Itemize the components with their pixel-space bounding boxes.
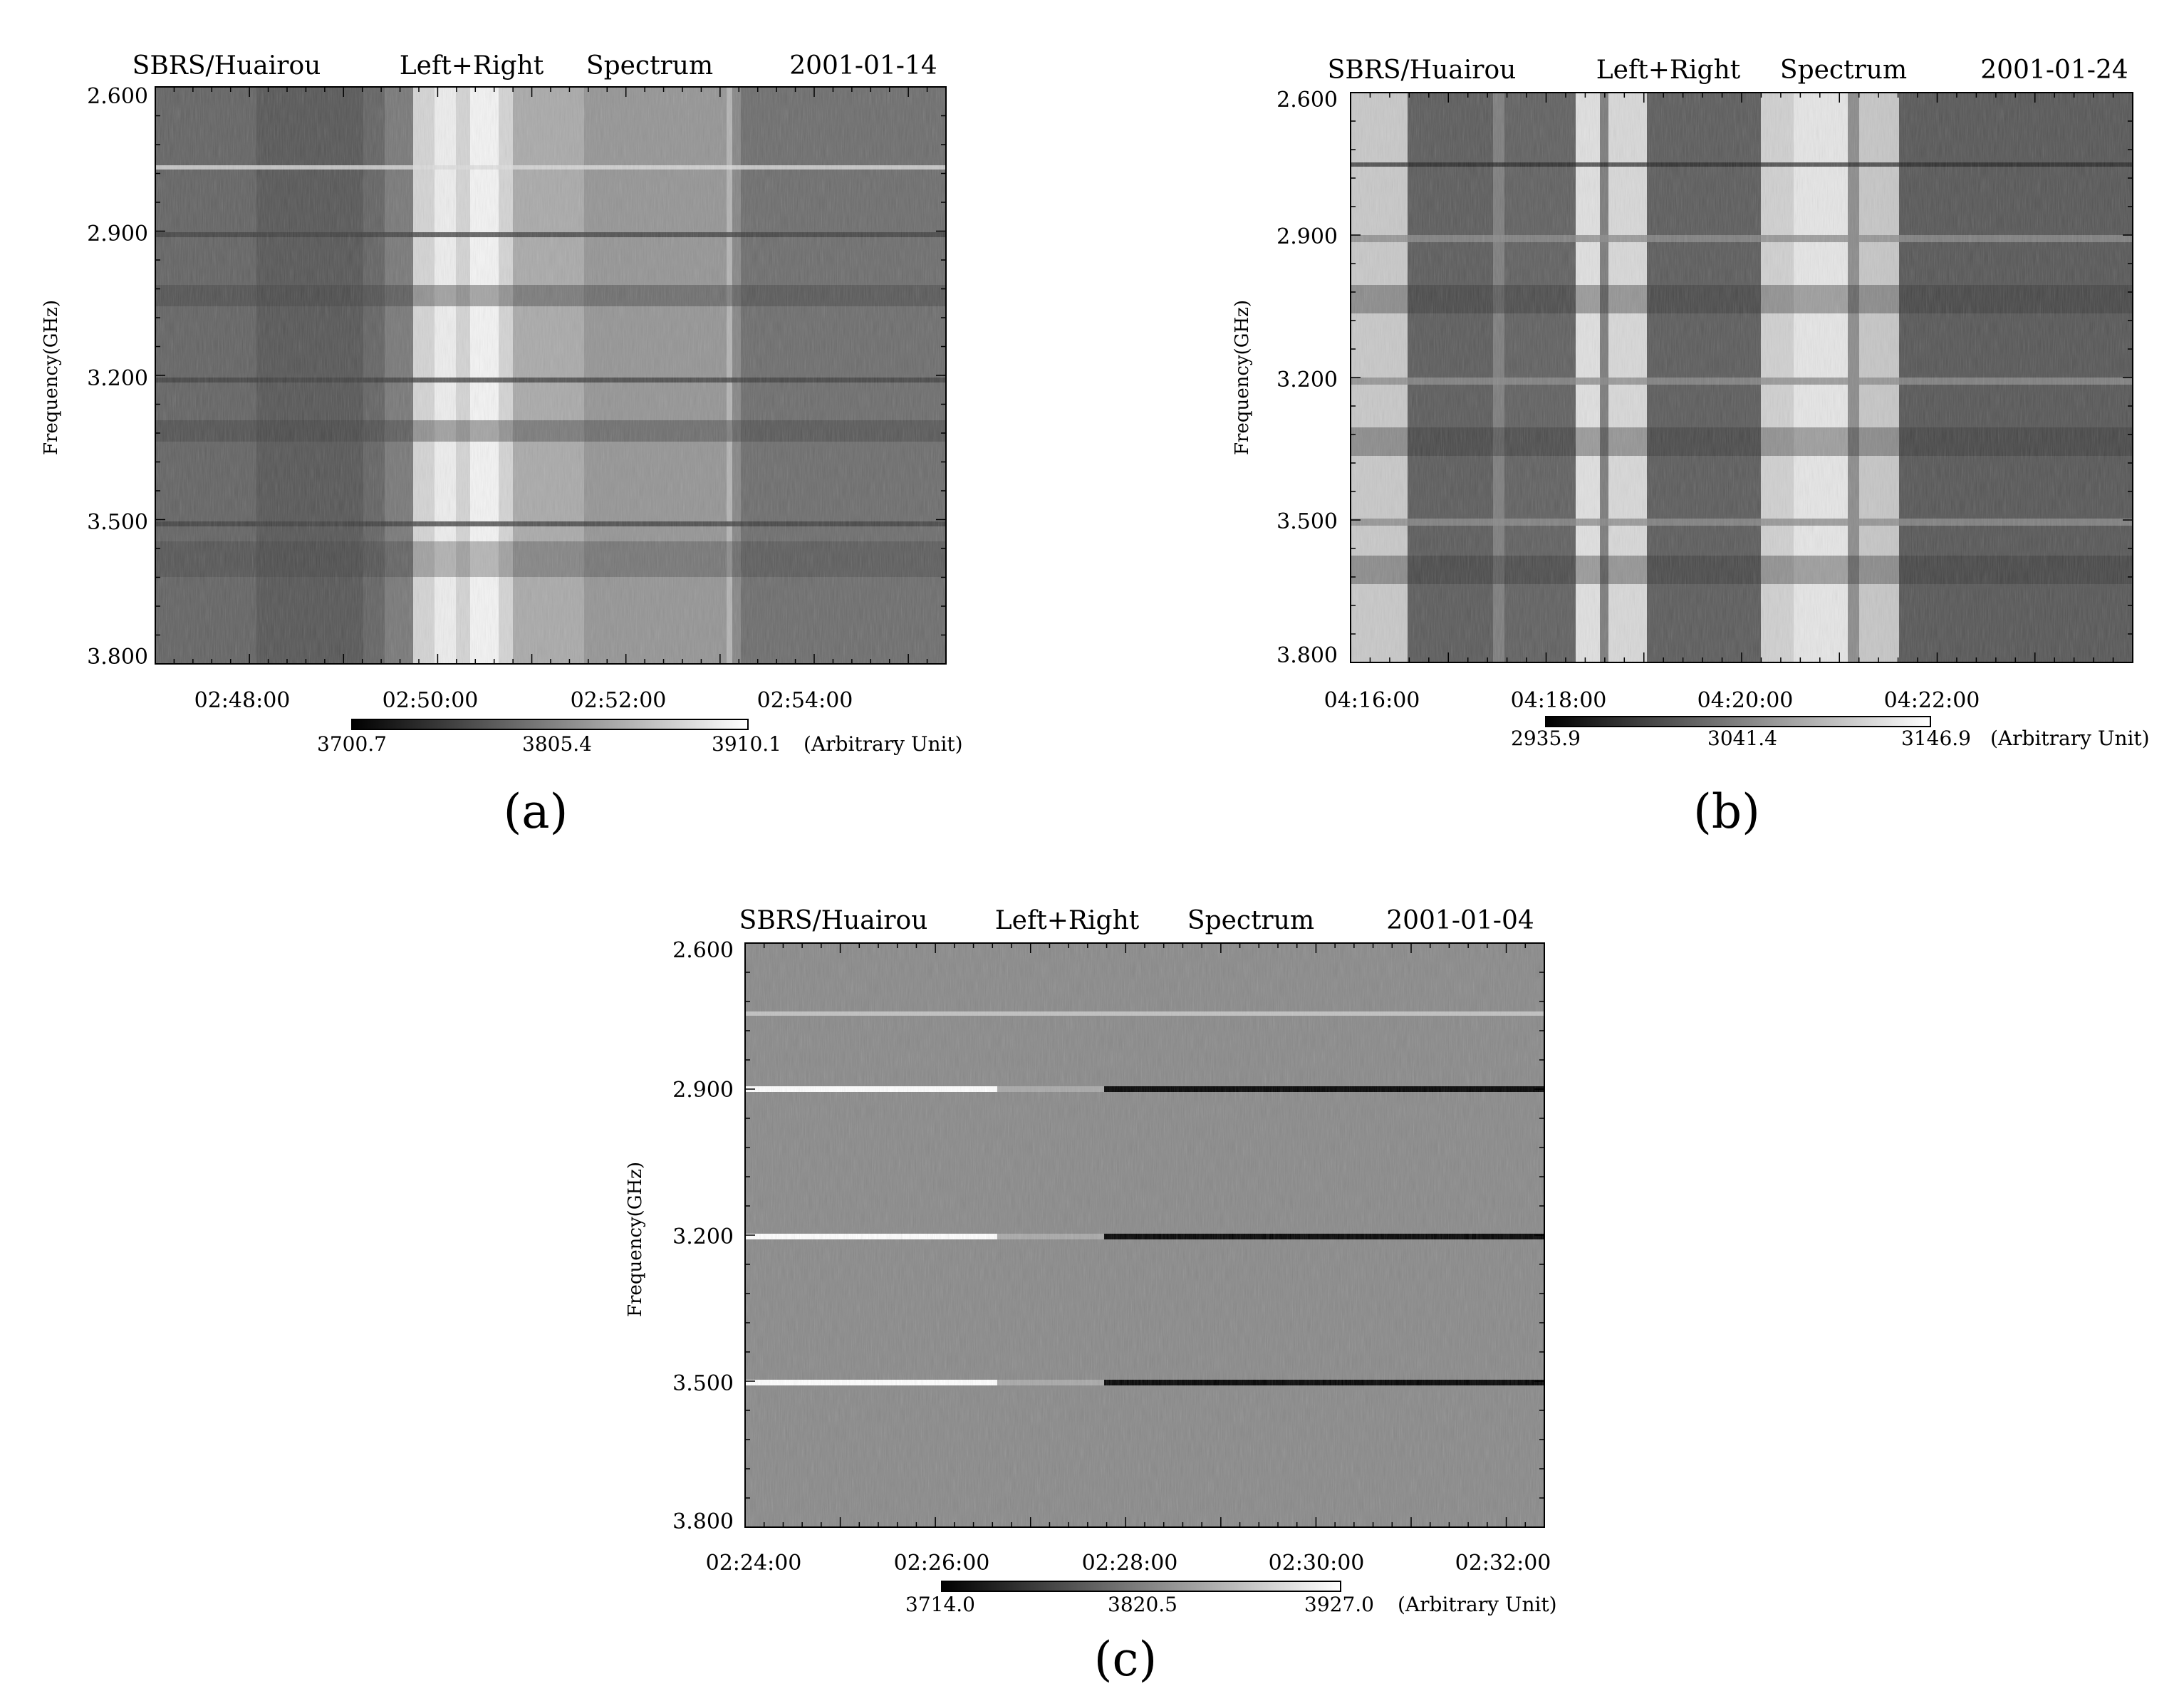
colorbar-tick-label: 3041.4 (1707, 727, 1777, 750)
x-axis: 04:16:00 04:18:00 04:20:00 04:22:00 (1324, 688, 1980, 713)
colorbar-tick-label: 3820.5 (1108, 1593, 1177, 1616)
header-date: 2001-01-24 (1980, 56, 2128, 85)
axis-ticks (1350, 92, 2133, 663)
colorbar-tick-label: 3146.9 (1901, 727, 1971, 750)
x-tick-label: 02:54:00 (757, 688, 853, 713)
colorbar-tick-label: 3910.1 (712, 732, 781, 756)
colorbar: 3700.7 3805.4 3910.1 (Arbitrary Unit) (317, 719, 963, 756)
panel-label: (b) (1693, 784, 1760, 839)
header-type: Spectrum (586, 51, 713, 80)
colorbar-unit-label: (Arbitrary Unit) (804, 732, 963, 756)
y-tick-label: 2.900 (672, 1078, 734, 1103)
y-axis-label: Frequency(GHz) (625, 1162, 646, 1317)
y-axis: 2.600 2.900 3.200 3.500 3.800 Frequency(… (41, 84, 148, 670)
panel-label: (c) (1094, 1632, 1157, 1687)
spectrogram (155, 86, 947, 665)
spectrogram (1350, 92, 2133, 663)
y-tick-label: 2.600 (1276, 88, 1338, 113)
header-mode: Left+Right (1596, 56, 1741, 85)
spectrogram (744, 942, 1545, 1528)
y-tick-label: 3.200 (87, 366, 148, 391)
colorbar: 2935.9 3041.4 3146.9 (Arbitrary Unit) (1511, 716, 2150, 750)
x-tick-label: 04:22:00 (1884, 688, 1980, 713)
colorbar-unit-label: (Arbitrary Unit) (1990, 727, 2150, 750)
y-tick-label: 2.900 (87, 222, 148, 246)
y-tick-label: 3.200 (672, 1224, 734, 1249)
panel-a: SBRS/Huairou Left+Right Spectrum 2001-01… (41, 51, 963, 839)
y-tick-label: 3.500 (672, 1371, 734, 1396)
x-tick-label: 02:30:00 (1269, 1551, 1365, 1576)
y-tick-label: 3.800 (87, 645, 148, 670)
y-axis: 2.600 2.900 3.200 3.500 3.800 Frequency(… (1232, 88, 1338, 668)
x-tick-label: 04:20:00 (1697, 688, 1794, 713)
x-tick-label: 02:52:00 (571, 688, 667, 713)
y-tick-label: 2.900 (1276, 224, 1338, 249)
panel-b: SBRS/Huairou Left+Right Spectrum 2001-01… (1232, 56, 2150, 839)
axis-ticks (155, 86, 947, 665)
x-tick-label: 02:28:00 (1082, 1551, 1178, 1576)
colorbar-tick-label: 2935.9 (1511, 727, 1581, 750)
header-mode: Left+Right (995, 906, 1140, 935)
x-tick-label: 02:50:00 (383, 688, 479, 713)
header-type: Spectrum (1187, 906, 1314, 935)
panel-c: SBRS/Huairou Left+Right Spectrum 2001-01… (625, 906, 1557, 1687)
header-type: Spectrum (1780, 56, 1907, 85)
y-tick-label: 2.600 (672, 938, 734, 963)
x-axis: 02:24:00 02:26:00 02:28:00 02:30:00 02:3… (706, 1551, 1551, 1576)
colorbar-tick-label: 3805.4 (522, 732, 592, 756)
y-axis-label: Frequency(GHz) (41, 300, 62, 455)
colorbar-tick-label: 3700.7 (317, 732, 387, 756)
y-tick-label: 2.600 (87, 84, 148, 109)
x-tick-label: 02:48:00 (194, 688, 291, 713)
header-date: 2001-01-04 (1386, 906, 1534, 935)
x-tick-label: 02:32:00 (1455, 1551, 1551, 1576)
header-station: SBRS/Huairou (1328, 56, 1517, 85)
y-tick-label: 3.500 (87, 510, 148, 535)
y-tick-label: 3.500 (1276, 509, 1338, 534)
header-station: SBRS/Huairou (132, 51, 321, 80)
y-tick-label: 3.200 (1276, 368, 1338, 392)
header-mode: Left+Right (400, 51, 544, 80)
axis-ticks (744, 942, 1545, 1528)
colorbar-tick-label: 3714.0 (905, 1593, 975, 1616)
x-tick-label: 02:26:00 (894, 1551, 990, 1576)
colorbar: 3714.0 3820.5 3927.0 (Arbitrary Unit) (905, 1581, 1557, 1616)
colorbar-unit-label: (Arbitrary Unit) (1398, 1593, 1557, 1616)
y-axis-label: Frequency(GHz) (1232, 300, 1253, 455)
x-tick-label: 02:24:00 (706, 1551, 802, 1576)
y-tick-label: 3.800 (672, 1509, 734, 1534)
x-axis: 02:48:00 02:50:00 02:52:00 02:54:00 (194, 688, 853, 713)
y-axis: 2.600 2.900 3.200 3.500 3.800 Frequency(… (625, 938, 734, 1534)
header-date: 2001-01-14 (789, 51, 937, 80)
header-station: SBRS/Huairou (739, 906, 928, 935)
x-tick-label: 04:16:00 (1324, 688, 1420, 713)
x-tick-label: 04:18:00 (1511, 688, 1607, 713)
panel-label: (a) (504, 784, 568, 839)
y-tick-label: 3.800 (1276, 643, 1338, 668)
colorbar-tick-label: 3927.0 (1304, 1593, 1374, 1616)
